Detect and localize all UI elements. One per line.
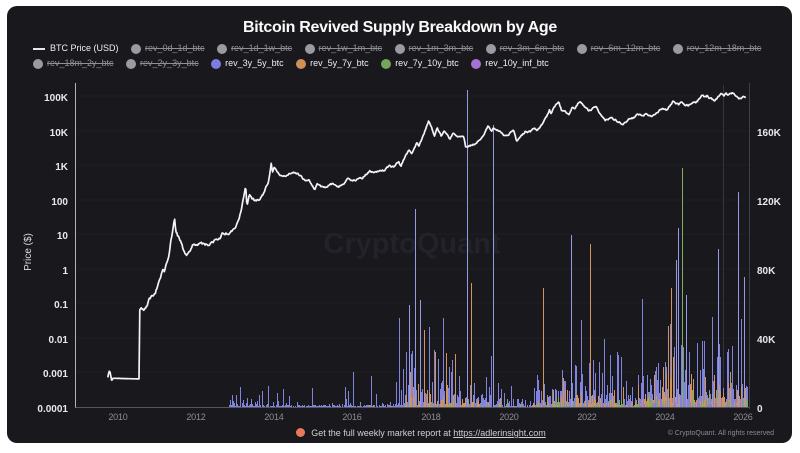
svg-text:10K: 10K	[50, 128, 69, 139]
svg-text:40K: 40K	[757, 335, 776, 346]
svg-text:Price ($): Price ($)	[23, 233, 34, 271]
svg-text:2018: 2018	[421, 412, 440, 422]
svg-text:1K: 1K	[55, 162, 69, 173]
svg-text:10: 10	[57, 231, 69, 242]
svg-text:2012: 2012	[186, 412, 205, 422]
svg-text:2020: 2020	[499, 412, 518, 422]
svg-text:100K: 100K	[44, 93, 69, 104]
svg-text:0.1: 0.1	[54, 300, 68, 311]
svg-text:2010: 2010	[108, 412, 127, 422]
svg-text:2022: 2022	[577, 412, 596, 422]
svg-text:2016: 2016	[342, 412, 361, 422]
svg-text:100: 100	[51, 197, 68, 208]
svg-text:2014: 2014	[264, 412, 283, 422]
svg-text:0: 0	[757, 404, 763, 415]
svg-text:2026: 2026	[733, 412, 752, 422]
svg-text:0.0001: 0.0001	[37, 404, 68, 415]
svg-text:1: 1	[62, 266, 68, 277]
svg-text:160K: 160K	[757, 128, 782, 139]
svg-text:0.01: 0.01	[49, 335, 69, 346]
svg-text:CryptoQuant: CryptoQuant	[323, 228, 501, 260]
svg-text:120K: 120K	[757, 197, 782, 208]
svg-text:0.001: 0.001	[43, 369, 68, 380]
svg-text:80K: 80K	[757, 266, 776, 277]
svg-text:2024: 2024	[655, 412, 674, 422]
